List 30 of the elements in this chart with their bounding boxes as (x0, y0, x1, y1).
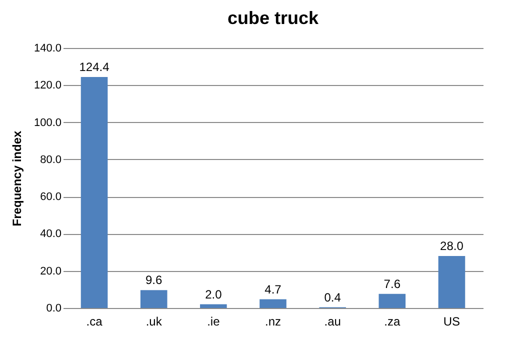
y-tick-label: 20.0 (40, 265, 62, 278)
data-label: 0.4 (324, 290, 342, 304)
bar (438, 256, 466, 308)
data-label: 7.6 (384, 276, 401, 291)
y-tick-label: 60.0 (40, 191, 62, 204)
x-tick-label: US (443, 314, 460, 328)
data-label: 28.0 (440, 239, 464, 253)
data-label: 9.6 (146, 273, 163, 288)
bar (200, 304, 227, 308)
data-label: 124.4 (79, 60, 110, 74)
bar (140, 290, 168, 308)
x-tick-label: .au (324, 314, 341, 328)
y-tick-label: 120.0 (34, 80, 62, 92)
y-tick-label: 40.0 (40, 228, 62, 240)
bar (260, 299, 286, 308)
y-tick-label: 80.0 (40, 154, 62, 166)
x-tick-label: .ie (207, 314, 220, 328)
x-tick-label: .nz (264, 314, 282, 328)
bar (80, 76, 108, 308)
data-label: 4.7 (264, 282, 282, 296)
y-tick-label: 140.0 (34, 42, 62, 54)
y-tick-label: 100.0 (34, 116, 62, 129)
x-tick-label: .za (384, 314, 400, 328)
y-tick-label: 0.0 (46, 302, 62, 314)
data-label: 2.0 (205, 287, 222, 302)
chart-title: cube truck (227, 8, 320, 28)
x-tick-label: .ca (86, 314, 103, 328)
y-axis-title: Frequency index (10, 130, 24, 226)
bar (378, 294, 406, 308)
x-tick-label: .uk (146, 314, 163, 328)
